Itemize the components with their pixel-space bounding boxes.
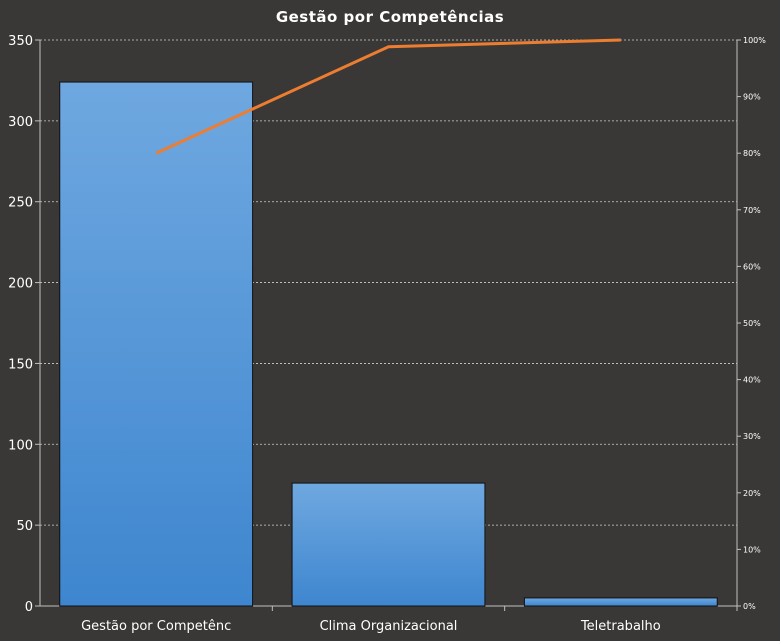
y2-axis-tick-label: 100%: [743, 36, 766, 45]
y-axis-tick-label: 50: [16, 519, 33, 534]
x-axis-category-label: Teletrabalho: [580, 619, 661, 634]
bar: [59, 81, 254, 607]
x-axis-category-label: Gestão por Competênc: [81, 619, 231, 634]
y2-axis-tick-label: 80%: [743, 149, 761, 158]
y2-axis-tick-label: 40%: [743, 376, 761, 385]
bar: [523, 597, 718, 607]
bar: [291, 482, 486, 607]
cumulative-percentage-line: [155, 38, 621, 155]
x-axis-category-label: Clima Organizacional: [320, 619, 458, 634]
y-axis-tick-label: 350: [8, 34, 33, 49]
y2-axis-tick-label: 30%: [743, 432, 761, 441]
y2-axis-tick-label: 10%: [743, 545, 761, 554]
y-axis-tick-label: 200: [8, 277, 33, 292]
y-axis-tick-label: 300: [8, 115, 33, 130]
y2-axis-tick-label: 60%: [743, 262, 761, 271]
y2-axis-tick-label: 90%: [743, 93, 761, 102]
y2-axis-tick-label: 0%: [743, 602, 756, 611]
y-axis-tick-label: 100: [8, 438, 33, 453]
y2-axis-tick-label: 70%: [743, 206, 761, 215]
y2-axis-tick-label: 50%: [743, 319, 761, 328]
y2-axis-tick-label: 20%: [743, 489, 761, 498]
y-axis-tick-label: 150: [8, 357, 33, 372]
y-axis-tick-label: 250: [8, 196, 33, 211]
chart-title: Gestão por Competências: [275, 8, 505, 26]
y-axis-tick-label: 0: [25, 600, 33, 615]
